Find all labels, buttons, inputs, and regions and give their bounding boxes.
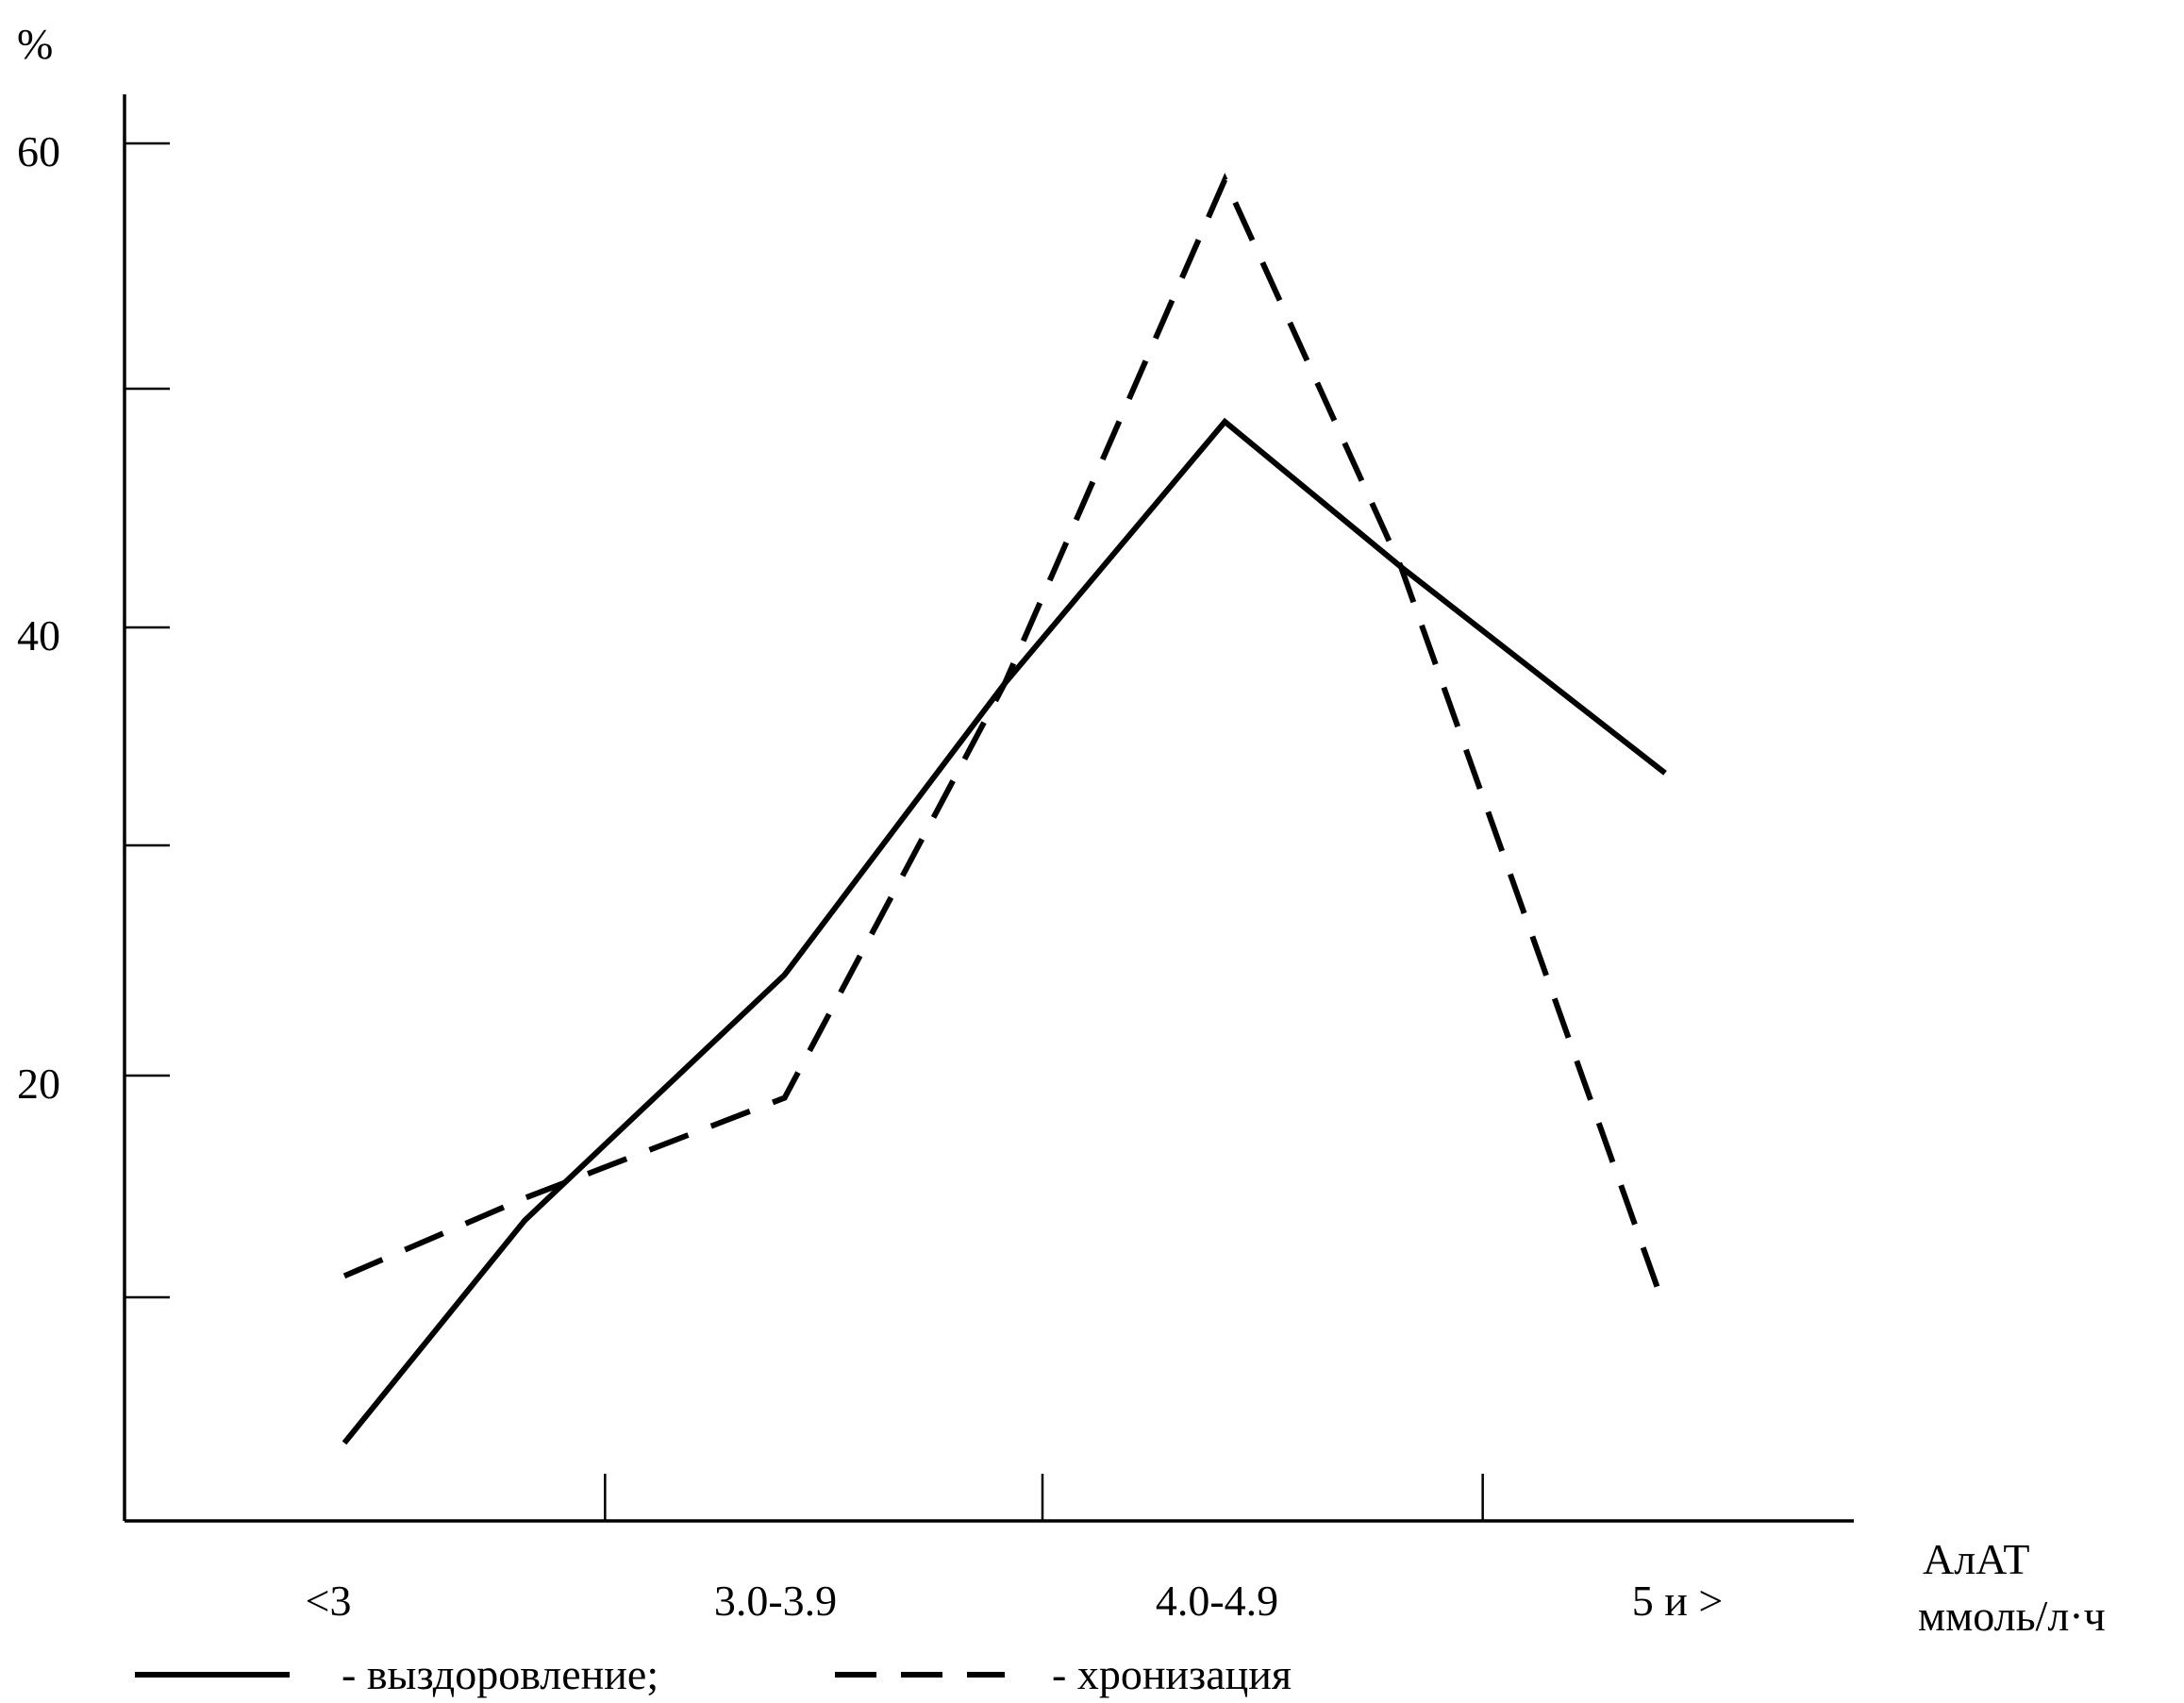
legend-label-solid: - выздоровление; <box>342 1650 659 1698</box>
y-tick-label-40: 40 <box>17 611 60 659</box>
x-category-label-3: 5 и > <box>1632 1577 1724 1625</box>
x-category-label-0: <3 <box>306 1577 352 1625</box>
x-axis-unit: ммоль/л·ч <box>1918 1592 2106 1640</box>
x-category-label-2: 4.0-4.9 <box>1156 1577 1278 1625</box>
x-category-label-1: 3.0-3.9 <box>714 1577 837 1625</box>
series-line-chronization <box>342 173 1668 1311</box>
x-ticks: <3 3.0-3.9 4.0-4.9 5 и > <box>306 1474 1724 1625</box>
y-tick-label-20: 20 <box>17 1060 60 1108</box>
y-tick-label-60: 60 <box>17 127 60 175</box>
series-group <box>342 173 1668 1445</box>
series-line-recovery <box>342 417 1667 1445</box>
x-axis-label: АлАТ <box>1923 1535 2029 1583</box>
y-ticks: 60 40 20 <box>17 127 170 1299</box>
legend: - выздоровление; - хронизация <box>135 1650 1292 1698</box>
y-unit-label: % <box>17 20 53 68</box>
legend-label-dashed: - хронизация <box>1052 1650 1292 1698</box>
